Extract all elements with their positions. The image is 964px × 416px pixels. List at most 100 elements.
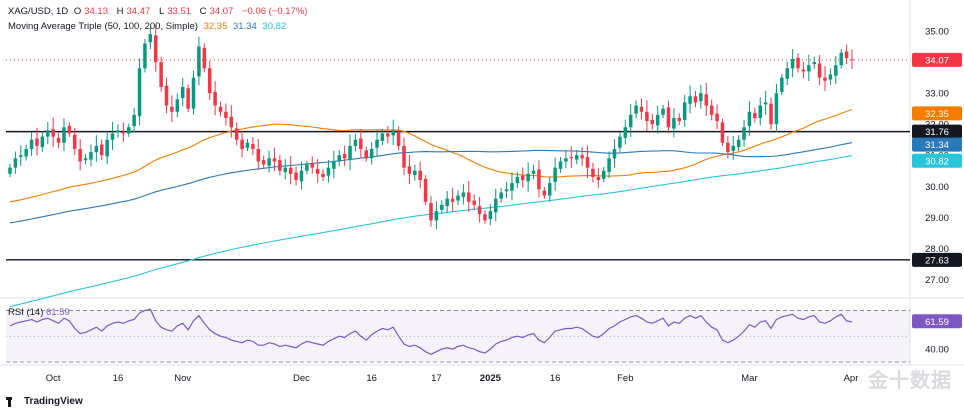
candle-body xyxy=(742,127,746,140)
candle-body xyxy=(126,127,131,134)
price-label-text: 34.07 xyxy=(925,55,949,66)
candle-body xyxy=(526,173,530,182)
high-label: H xyxy=(116,6,124,17)
brand-text: TradingView xyxy=(24,396,83,407)
open-label: O xyxy=(73,6,82,17)
candle-body xyxy=(704,94,709,106)
candle-body xyxy=(207,68,212,94)
candle-body xyxy=(828,74,833,80)
time-tick-label: 16 xyxy=(113,373,124,384)
price-label-text: 32.35 xyxy=(925,109,949,120)
candle-body xyxy=(359,138,363,150)
candle-body xyxy=(839,52,843,66)
candle-body xyxy=(353,139,358,146)
candle-body xyxy=(612,149,617,159)
rsi-legend: RSI (14) 61.59 xyxy=(8,307,70,318)
rsi-value-text: 61.59 xyxy=(925,317,949,328)
low-value: 33.51 xyxy=(167,6,192,17)
candle-body xyxy=(823,77,827,81)
candle-body xyxy=(445,198,449,207)
candle-body xyxy=(224,111,228,118)
candle-body xyxy=(78,149,82,162)
candle-body xyxy=(337,155,341,162)
time-tick-label: Nov xyxy=(174,373,191,384)
ma200-line xyxy=(9,155,853,308)
candle-body xyxy=(251,144,255,150)
candle-body xyxy=(623,127,628,138)
candle-body xyxy=(375,139,379,148)
candle-body xyxy=(283,167,288,172)
rsi-pane: 40.00 61.59 xyxy=(6,308,962,363)
candle-body xyxy=(402,145,406,168)
candle-body xyxy=(100,144,104,156)
candle-body xyxy=(510,183,514,191)
rsi-line xyxy=(9,308,853,355)
price-tick-label: 33.00 xyxy=(925,89,949,100)
candle-body xyxy=(709,105,714,115)
candle-body xyxy=(547,183,552,196)
tradingview-icon xyxy=(6,396,20,407)
close-label: C xyxy=(199,6,207,17)
candle-body xyxy=(672,117,676,129)
candle-body xyxy=(763,102,768,105)
time-tick-label: Dec xyxy=(293,373,310,384)
candle-body xyxy=(67,126,72,134)
candle-body xyxy=(29,139,34,150)
price-label-text: 31.76 xyxy=(925,127,949,138)
candle-body xyxy=(521,175,525,181)
close-value: 34.07 xyxy=(209,6,234,17)
candle-body xyxy=(186,88,190,109)
candle-body xyxy=(553,167,557,182)
tradingview-logo[interactable]: TradingView xyxy=(6,396,83,407)
candle-body xyxy=(348,145,352,160)
candle-body xyxy=(332,161,336,169)
price-label-box xyxy=(912,124,962,139)
candle-body xyxy=(434,211,439,221)
candle-body xyxy=(148,34,153,43)
candle-body xyxy=(267,158,271,166)
candle-body xyxy=(110,133,115,140)
candle-body xyxy=(666,107,671,128)
candle-body xyxy=(504,189,509,192)
candle-body xyxy=(769,103,773,125)
candle-body xyxy=(450,198,455,202)
candle-body xyxy=(440,204,444,210)
candle-body xyxy=(240,139,244,150)
candle-body xyxy=(175,99,180,112)
candle-body xyxy=(726,142,730,153)
candle-body xyxy=(634,105,638,114)
candle-body xyxy=(256,149,261,162)
candle-body xyxy=(790,59,795,69)
candle-body xyxy=(596,176,601,181)
candle-body xyxy=(191,77,196,109)
candle-body xyxy=(73,134,77,150)
candle-body xyxy=(850,59,854,61)
candle-body xyxy=(569,157,574,159)
candle-body xyxy=(699,93,703,102)
candle-body xyxy=(8,167,12,174)
price-axis: 27.0028.0029.0030.0031.0032.0033.0035.00… xyxy=(912,27,962,286)
price-label-text: 31.34 xyxy=(925,140,949,151)
candle-body xyxy=(35,138,39,146)
candle-body xyxy=(46,130,50,137)
candle-body xyxy=(607,158,611,172)
candle-body xyxy=(213,91,217,106)
candle-body xyxy=(747,111,752,127)
rsi-value-box xyxy=(912,314,962,329)
candle-body xyxy=(407,166,412,174)
time-tick-label: 16 xyxy=(366,373,377,384)
candle-body xyxy=(515,176,520,184)
candle-body xyxy=(143,43,147,69)
candle-body xyxy=(62,127,66,143)
candle-body xyxy=(24,149,28,157)
candles xyxy=(8,24,854,230)
candle-body xyxy=(601,170,606,179)
candle-body xyxy=(229,116,234,128)
candle-body xyxy=(650,119,655,125)
candle-body xyxy=(488,211,493,220)
candle-body xyxy=(780,77,784,92)
candle-body xyxy=(817,63,822,78)
horizontal-levels xyxy=(6,130,910,261)
candle-body xyxy=(645,111,649,122)
candle-body xyxy=(655,114,660,126)
